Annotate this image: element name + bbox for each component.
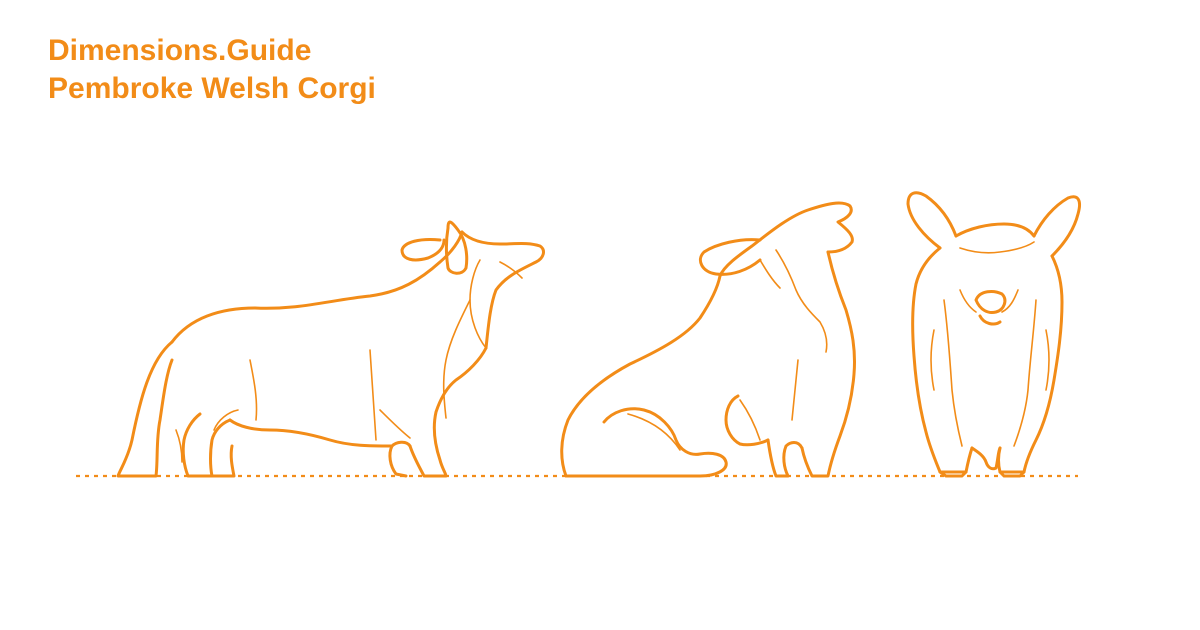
- corgi-sitting-side-view: [560, 201, 856, 478]
- corgi-standing-front-view: [906, 191, 1082, 478]
- site-name: Dimensions.Guide: [48, 34, 312, 67]
- page-title: Pembroke Welsh Corgi: [48, 72, 376, 105]
- title-block: Dimensions.Guide Pembroke Welsh Corgi: [48, 32, 376, 108]
- corgi-standing-side-view: [116, 220, 545, 478]
